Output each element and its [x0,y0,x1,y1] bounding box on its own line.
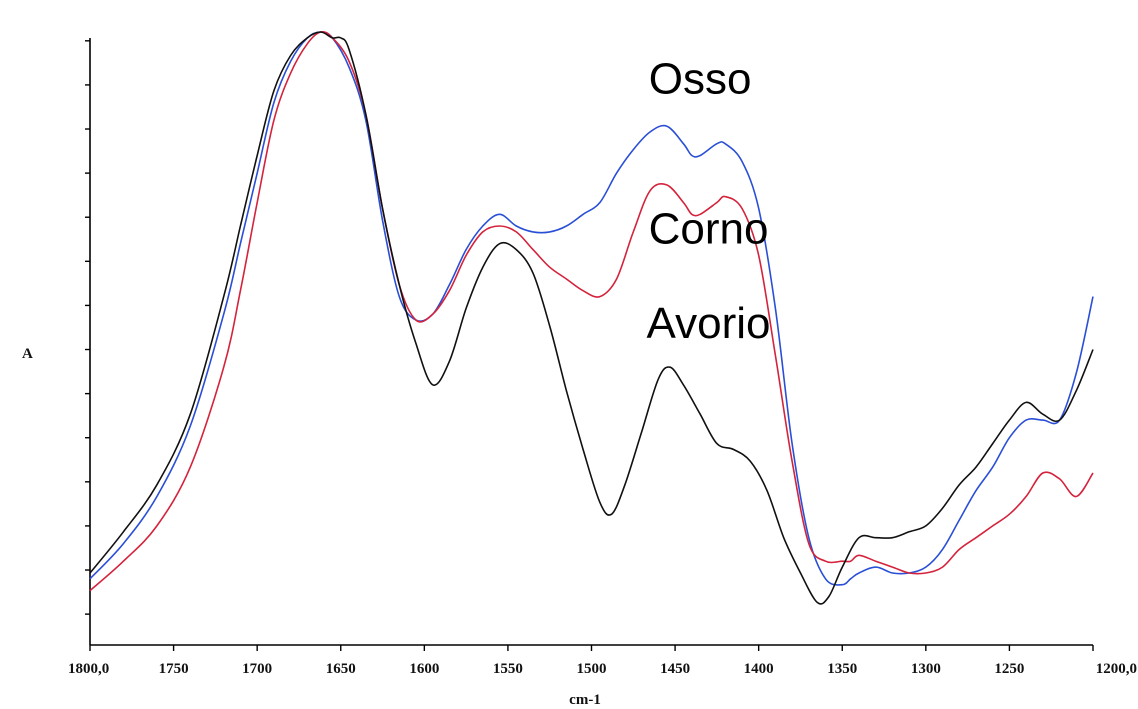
series-line-corno [89,30,1094,592]
x-tick-label-0: 1800,0 [68,661,109,677]
x-tick-label-3: 1650 [326,661,356,677]
x-tick-label-1: 1750 [159,661,189,677]
x-tick-label-11: 1250 [994,661,1024,677]
y-axis-ticks [85,40,90,615]
x-tick-label-8: 1400 [744,661,774,677]
series-label-corno: Corno [649,205,769,254]
series-line-osso [89,31,1094,586]
x-tick-label-2: 1700 [242,661,272,677]
x-tick-label-6: 1500 [577,661,607,677]
x-tick-label-7: 1450 [660,661,690,677]
series-layer [89,30,1094,605]
x-axis-title: cm-1 [569,692,601,708]
x-tick-label-5: 1550 [493,661,523,677]
x-tick-label-4: 1600 [409,661,439,677]
series-label-avorio: Avorio [647,299,771,348]
x-axis-ticks: 1800,0 1750 1700 1650 1600 1550 1500 1450 1400 13… [68,645,1137,677]
x-tick-label-9: 1350 [827,661,857,677]
x-tick-label-10: 1300 [911,661,941,677]
series-label-osso: Osso [649,55,752,104]
y-axis-title: A [22,346,33,362]
series-line-avorio [89,31,1094,605]
x-tick-label-12: 1200,0 [1096,661,1137,677]
annotation-layer: Osso Corno Avorio [647,55,771,348]
